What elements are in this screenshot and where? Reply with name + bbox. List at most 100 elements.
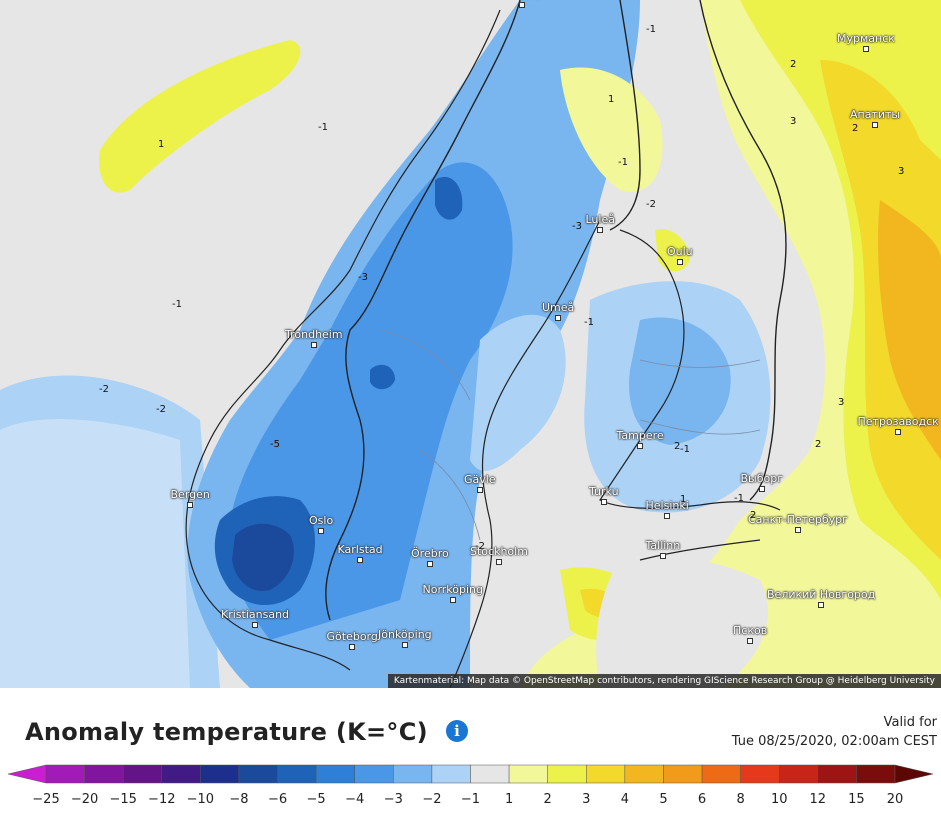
contour-label: 2	[674, 441, 681, 452]
city-label: Gävle	[464, 473, 496, 486]
scale-tick-label: −20	[70, 792, 99, 807]
city-marker	[660, 553, 666, 559]
city-label: Санкт-Петербург	[748, 513, 848, 526]
contour-label: 3	[790, 116, 797, 127]
city-label: Norrköping	[422, 583, 484, 596]
contour-label: -1	[318, 122, 328, 133]
city-marker	[601, 499, 607, 505]
scale-tick-label: −25	[32, 792, 60, 807]
city-label: Псков	[733, 624, 768, 637]
scale-tick-label: −4	[345, 792, 365, 807]
city-label: Bergen	[170, 488, 210, 501]
city-marker	[357, 557, 363, 563]
city-label: Выборг	[740, 472, 784, 485]
contour-label: 1	[608, 94, 615, 105]
contour-label: -2	[99, 384, 109, 395]
valid-for-label: Valid for	[883, 715, 937, 730]
city-label: Jönköping	[378, 628, 432, 641]
contour-label: -1	[680, 444, 690, 455]
city-marker	[427, 561, 433, 567]
city-marker	[637, 443, 643, 449]
scale-segment	[701, 764, 741, 784]
scale-tick-label: −5	[306, 792, 326, 807]
scale-segment	[161, 764, 201, 784]
city-label: Tallinn	[645, 539, 681, 552]
legend-title: Anomaly temperature (K=°C)	[25, 718, 428, 746]
temperature-anomaly-map[interactable]: Tromsø Мурманск Апатиты Luleå Oulu Umeå Trondh…	[0, 0, 941, 688]
contour-label: 2	[852, 123, 859, 134]
scale-segment	[45, 764, 85, 784]
scale-tick-label: −12	[148, 792, 176, 807]
city-marker	[496, 559, 502, 565]
scale-segment	[354, 764, 394, 784]
contour-label: -1	[584, 317, 594, 328]
city-label: Мурманск	[837, 32, 895, 45]
city-marker	[187, 502, 193, 508]
scale-segment	[238, 764, 278, 784]
city-marker	[664, 513, 670, 519]
city-label: Великий Новгород	[767, 588, 876, 601]
scale-tick-label: 4	[620, 792, 629, 807]
map-graphic	[0, 0, 941, 688]
contour-label: -1	[172, 299, 182, 310]
city-label: Tromsø	[503, 0, 542, 1]
city-marker	[872, 122, 878, 128]
city-label: Luleå	[585, 213, 615, 226]
scale-tick-label: 15	[848, 792, 865, 807]
scale-segment	[200, 764, 240, 784]
scale-segment	[508, 764, 548, 784]
city-label: Göteborg	[326, 630, 378, 643]
scale-tick-label: 2	[543, 792, 552, 807]
city-label: Петрозаводск	[857, 415, 939, 428]
scale-segment	[740, 764, 780, 784]
scale-tick-label: 1	[504, 792, 514, 807]
contour-label: 2	[790, 59, 797, 70]
scale-tick-label: 6	[697, 792, 707, 807]
scale-tick-label: −2	[422, 792, 442, 807]
contour-label: -1	[734, 493, 744, 504]
contour-label: -2	[475, 541, 485, 552]
contour-label: 3	[898, 166, 905, 177]
contour-label: -1	[618, 157, 628, 168]
contour-label: -3	[358, 272, 368, 283]
city-marker	[450, 597, 456, 603]
city-label: Tampere	[616, 429, 664, 442]
city-marker	[402, 642, 408, 648]
city-marker	[863, 46, 869, 52]
contour-label: 3	[838, 397, 845, 408]
scale-segment	[470, 764, 510, 784]
city-label: Helsinki	[645, 499, 689, 512]
scale-arrow-min	[7, 764, 47, 784]
contour-label: -1	[646, 24, 656, 35]
city-marker	[597, 227, 603, 233]
valid-for-datetime: Tue 08/25/2020, 02:00am CEST	[731, 734, 937, 749]
city-label: Trondheim	[285, 328, 343, 341]
scale-segment	[431, 764, 471, 784]
city-label: Stockholm	[470, 545, 528, 558]
contour-label: -5	[270, 439, 280, 450]
city-marker	[818, 602, 824, 608]
city-label: Örebro	[411, 547, 449, 560]
scale-segment	[778, 764, 819, 784]
city-label: Kristiansand	[221, 608, 290, 621]
city-marker	[349, 644, 355, 650]
scale-segment	[547, 764, 587, 784]
scale-segment	[586, 764, 626, 784]
city-marker	[311, 342, 317, 348]
contour-label: -3	[572, 221, 582, 232]
contour-label: 1	[680, 494, 687, 505]
scale-tick-label: 3	[582, 792, 591, 807]
scale-tick-label: 10	[770, 792, 788, 807]
color-scale-labels: −25 −20 −15 −12 −10 −8 −6 −5 −4 −3 −2 −1 1 2 3 4 5 6 8 10 12…	[0, 792, 941, 812]
map-attribution: Kartenmaterial: Map data © OpenStreetMap…	[387, 674, 941, 688]
scale-segment	[817, 764, 857, 784]
scale-segment	[856, 764, 896, 784]
scale-segment	[663, 764, 703, 784]
scale-segment	[277, 764, 317, 784]
city-label: Karlstad	[337, 543, 383, 556]
scale-segment	[315, 764, 355, 784]
contour-label: 2	[750, 510, 757, 521]
contour-label: -2	[646, 199, 656, 210]
scale-tick-label: −1	[460, 792, 481, 807]
info-icon[interactable]: i	[446, 720, 468, 742]
